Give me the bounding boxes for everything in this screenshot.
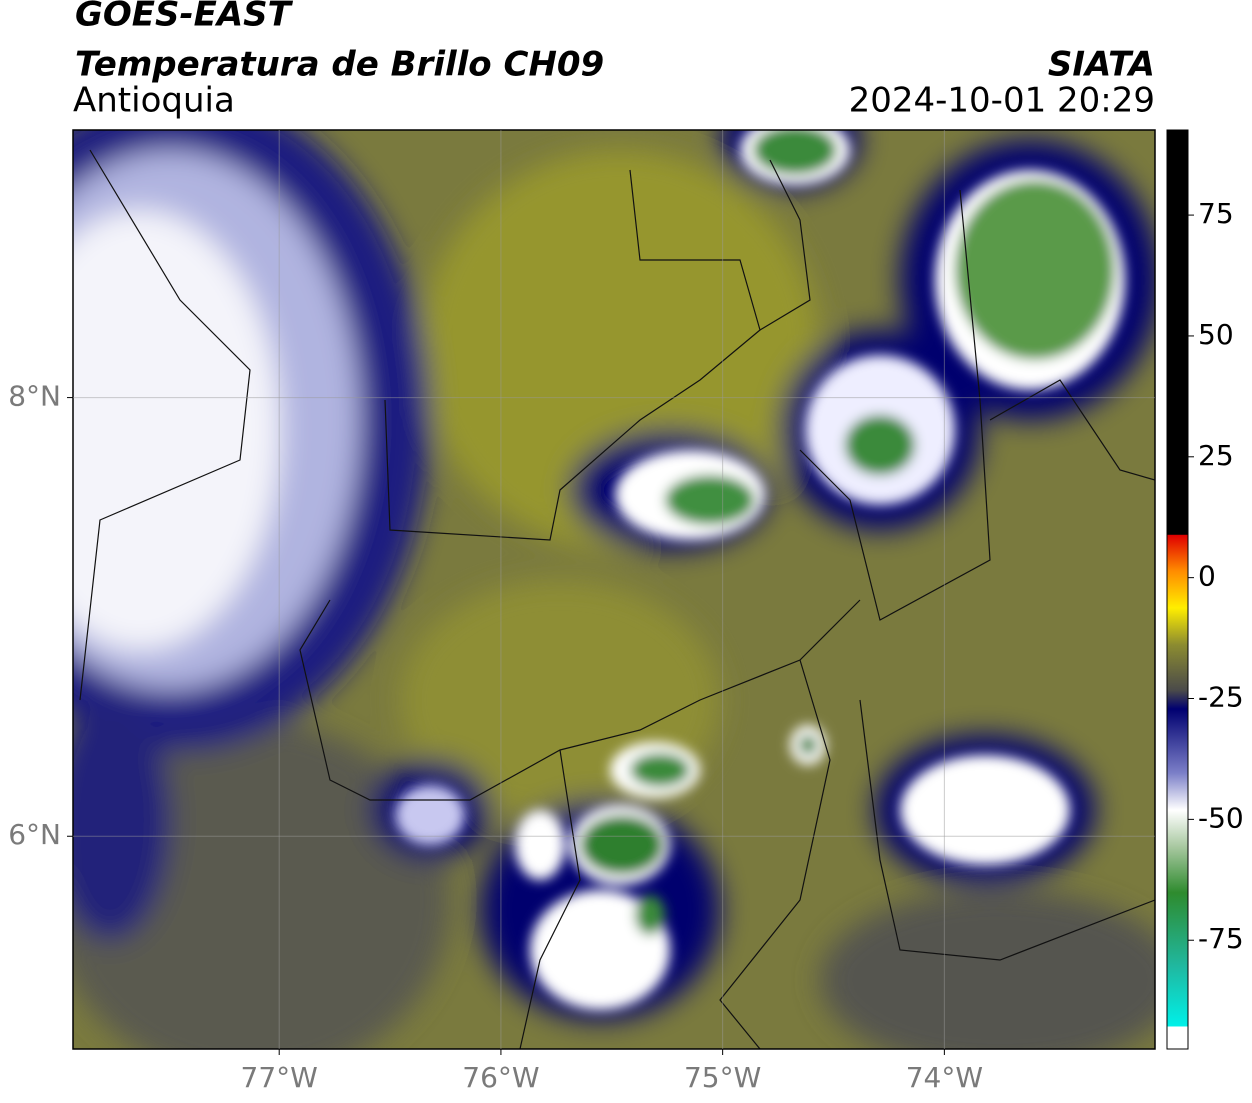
region: Antioquia <box>73 81 235 121</box>
source: SIATA <box>1048 45 1155 85</box>
map-frame <box>72 129 1156 1050</box>
colorbar-tick-label: 25 <box>1198 439 1234 472</box>
colorbar-tick-label: -25 <box>1198 681 1244 714</box>
colorbar-tick-label: 0 <box>1198 560 1216 593</box>
x-tick-label: 76°W <box>462 1061 539 1094</box>
colorbar-tick-label: 75 <box>1198 197 1234 230</box>
datetime: 2024-10-01 20:29 <box>849 81 1155 121</box>
y-tick-label: 8°N <box>8 380 61 413</box>
x-tick-label: 75°W <box>684 1061 761 1094</box>
x-tick-label: 74°W <box>906 1061 983 1094</box>
colorbar <box>1166 129 1189 1050</box>
colorbar-tick-label: -75 <box>1198 922 1244 955</box>
colorbar-tick-label: -50 <box>1198 801 1244 834</box>
x-tick-label: 77°W <box>241 1061 318 1094</box>
imagery <box>73 130 1155 1049</box>
product: Temperatura de Brillo CH09 <box>75 45 604 85</box>
y-tick-label: 6°N <box>8 818 61 851</box>
colorbar-tick-label: 50 <box>1198 318 1234 351</box>
satellite: GOES-EAST <box>75 0 294 35</box>
